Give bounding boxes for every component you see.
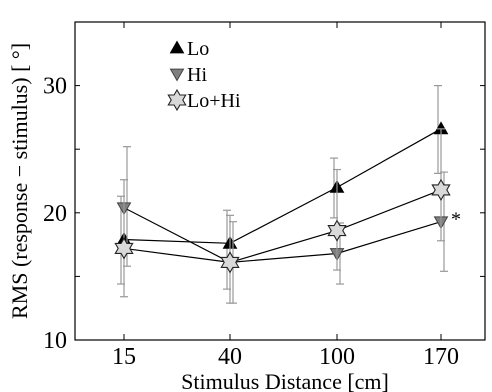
legend-item: Hi xyxy=(169,64,207,86)
x-tick-label: 100 xyxy=(319,344,355,370)
series-layer: * xyxy=(114,84,461,304)
x-axis-ticks: 15 40 100 170 xyxy=(112,22,459,370)
y-tick-label: 10 xyxy=(43,328,67,354)
x-tick-label: 170 xyxy=(423,344,459,370)
marker-hexagram xyxy=(220,251,240,274)
marker-triangle-down xyxy=(169,68,185,82)
marker-hexagram xyxy=(114,237,134,260)
series-hi xyxy=(116,146,449,304)
x-tick-label: 15 xyxy=(112,344,136,370)
legend-label: Hi xyxy=(187,64,207,86)
y-axis-title: RMS (response − stimulus) [ °] xyxy=(7,43,32,319)
series-line xyxy=(123,207,442,264)
legend-item: Lo xyxy=(169,38,209,60)
y-tick-label: 30 xyxy=(43,74,67,100)
x-tick-label: 40 xyxy=(218,344,242,370)
series-line xyxy=(123,189,442,264)
legend-label: Lo+Hi xyxy=(187,90,241,112)
series-line xyxy=(123,128,442,244)
y-axis-ticks: 10 20 30 xyxy=(43,21,485,354)
plot-frame xyxy=(74,21,486,341)
marker-hexagram xyxy=(327,219,347,242)
significance-annotation: * xyxy=(451,209,461,231)
marker-triangle-up xyxy=(169,40,185,54)
marker-hexagram xyxy=(431,178,451,201)
x-axis-title: Stimulus Distance [cm] xyxy=(181,369,389,392)
marker-hexagram xyxy=(167,88,187,112)
y-tick-label: 20 xyxy=(43,201,67,227)
legend-label: Lo xyxy=(187,38,209,60)
series-lo-plus-hi xyxy=(114,128,451,304)
legend: Lo Hi Lo+Hi xyxy=(167,38,241,112)
legend-item: Lo+Hi xyxy=(167,88,241,112)
plot-border xyxy=(74,21,486,341)
